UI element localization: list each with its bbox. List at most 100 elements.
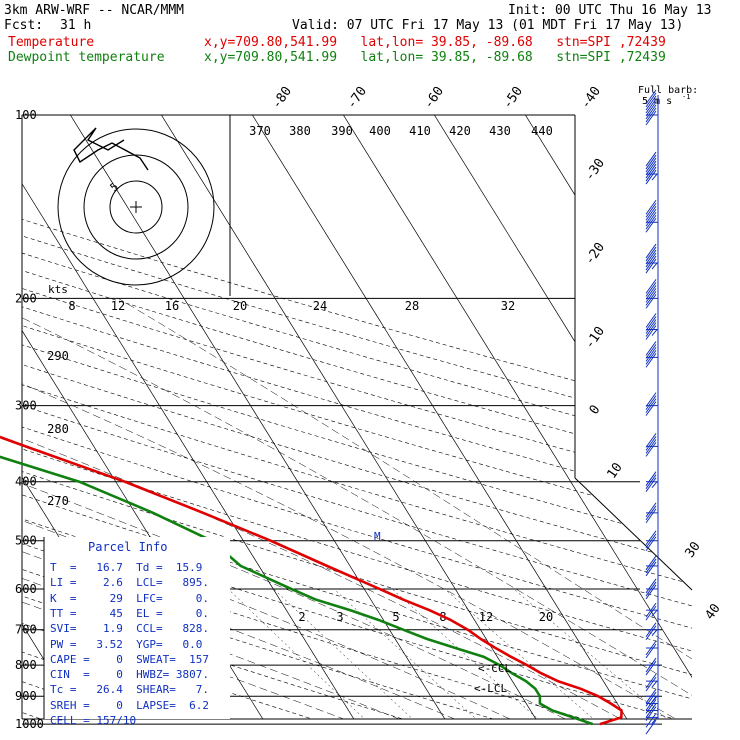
speed-label: 28 [405, 299, 419, 313]
temperature-station-info: x,y=709.80,541.99 lat,lon= 39.85, -89.68… [204, 35, 666, 50]
mixing-ratio-label: 12 [479, 610, 493, 624]
barb-key-label: Full barb: [638, 85, 698, 96]
wind-barb [645, 471, 658, 493]
theta-label: 430 [489, 124, 511, 138]
dewpoint-station-info: x,y=709.80,541.99 lat,lon= 39.85, -89.68… [204, 50, 666, 65]
speed-label: 20 [233, 299, 247, 313]
barb-key-units-exponent: -1 [682, 93, 690, 101]
mixing-ratio-label: 3 [336, 610, 343, 624]
speed-label: 12 [111, 299, 125, 313]
theta-label: 390 [331, 124, 353, 138]
isotherm-line [343, 115, 692, 719]
pressure-label: 100 [15, 108, 37, 122]
moist-adiabat [22, 298, 358, 719]
dry-adiabat [22, 115, 647, 719]
wind-barb [645, 341, 658, 368]
isotherm-line [161, 115, 548, 719]
hodo-ring-1 [109, 180, 163, 234]
barb-key-units: 5 m s [642, 96, 672, 107]
isotherm-line [252, 115, 639, 719]
dewpoint-legend: Dewpoint temperature [8, 50, 165, 65]
wind-barb [645, 640, 658, 659]
wind-barb [645, 622, 658, 641]
isotherm-line [22, 115, 93, 719]
mixing-ratio-line [392, 588, 544, 719]
wind-barb [645, 433, 658, 457]
theta-label: 380 [289, 124, 311, 138]
dry-adiabat [22, 115, 692, 719]
wind-barb [645, 313, 658, 340]
dry-adiabat [22, 115, 692, 719]
isotherm-label-top: -50 [500, 84, 526, 112]
isotherm-line [0, 115, 1, 737]
isotherm-label-top: -60 [421, 84, 447, 112]
wind-barb [645, 673, 658, 692]
parcel-info-row: K = 29 LFC= 0. [50, 591, 209, 605]
wind-barb [645, 279, 658, 309]
isotherm-label-top: -70 [344, 84, 370, 112]
moist-adiabat [22, 298, 692, 719]
theta-label: 440 [531, 124, 553, 138]
theta-label: 410 [409, 124, 431, 138]
wind-barb [645, 530, 658, 552]
speed-label: 32 [501, 299, 515, 313]
wind-barb [645, 555, 658, 577]
mixing-ratio-line [333, 588, 483, 719]
mixing-ratio-label: 20 [539, 610, 553, 624]
dry-adiabat [22, 115, 692, 719]
init-time: Init: 00 UTC Thu 16 May 13 [508, 3, 712, 18]
theta-left-label: 290 [47, 349, 69, 363]
dry-adiabat [22, 115, 370, 719]
moist-adiabat [22, 298, 521, 719]
parcel-info-row: SREH = 0 LAPSE= 6.2 [50, 698, 209, 712]
pressure-label: 400 [15, 475, 37, 489]
pressure-label: 600 [15, 582, 37, 596]
isotherm-label-right: -10 [582, 324, 608, 352]
lcl-marker: <-LCL [474, 682, 507, 695]
dry-adiabat [22, 115, 692, 719]
ccl-marker: <-CCL [478, 662, 511, 675]
wind-barb [645, 243, 658, 274]
isotherm-line [525, 115, 692, 719]
dry-adiabat [22, 115, 692, 719]
moist-adiabat [22, 298, 685, 719]
model-title: 3km ARW-WRF -- NCAR/MMM [4, 3, 185, 18]
parcel-info-row: CAPE = 0 SWEAT= 157 [50, 652, 209, 666]
wind-barb [645, 199, 658, 233]
valid-time: Valid: 07 UTC Fri 17 May 13 (01 MDT Fri … [292, 18, 684, 33]
pressure-label: 300 [15, 399, 37, 413]
parcel-info-row: CELL = 157/10 [50, 714, 137, 727]
temperature-profile [0, 435, 623, 726]
speed-label: 16 [165, 299, 179, 313]
speed-label: 24 [313, 299, 327, 313]
parcel-info-row: SVI= 1.9 CCL= 828. [50, 622, 209, 636]
wind-barb [645, 602, 658, 621]
parcel-info-row: LI = 2.6 LCL= 895. [50, 576, 209, 590]
speed-label: 8 [68, 299, 75, 313]
dry-adiabat [22, 115, 462, 719]
parcel-info-row: T = 16.7 Td = 15.9 [50, 561, 203, 574]
wind-barb [645, 89, 658, 126]
m-marker: M [374, 530, 381, 543]
dry-adiabat [22, 115, 692, 719]
theta-label: 370 [249, 124, 271, 138]
hodo-ring-2 [83, 154, 189, 260]
hodo-ring-3 [57, 128, 215, 286]
pressure-label: 500 [15, 534, 37, 548]
forecast-hour: 31 h [60, 18, 92, 33]
pressure-label: 800 [15, 658, 37, 672]
wind-barb [645, 657, 658, 676]
dry-adiabat [22, 115, 692, 719]
hodo-units-label: kts [48, 283, 68, 296]
parcel-info-row: TT = 45 EL = 0. [50, 606, 209, 620]
theta-left-label: 280 [47, 422, 69, 436]
frame-slant [574, 477, 693, 591]
hodograph-trace [73, 127, 149, 171]
wind-barb [645, 688, 658, 707]
dry-adiabat [22, 115, 692, 719]
temperature-legend: Temperature [8, 35, 95, 50]
isotherm-line [22, 115, 366, 719]
theta-label: 400 [369, 124, 391, 138]
isotherm-label-right: 30 [682, 539, 703, 560]
isotherm-label-top: -80 [269, 84, 295, 112]
